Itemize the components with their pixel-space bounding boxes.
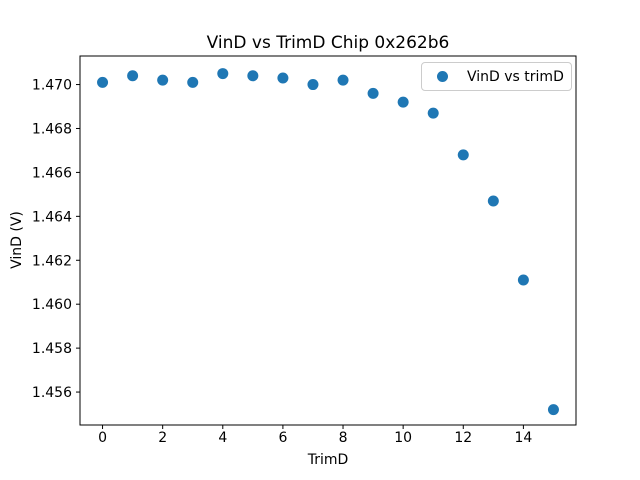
axes-frame [79, 55, 577, 426]
x-tick-label: 4 [218, 430, 227, 446]
y-tick-label: 1.470 [32, 78, 72, 94]
y-tick-label: 1.456 [32, 385, 72, 401]
data-point [337, 74, 349, 86]
data-point [367, 87, 379, 99]
x-tick-label: 10 [394, 430, 412, 446]
data-point [427, 107, 439, 119]
data-point [307, 79, 319, 91]
y-tick-label: 1.464 [32, 209, 72, 225]
x-tick-label: 14 [514, 430, 532, 446]
data-point [457, 149, 469, 161]
y-tick-label: 1.466 [32, 165, 72, 181]
legend-marker-icon [437, 71, 448, 82]
data-point [127, 70, 139, 82]
chart-title: VinD vs TrimD Chip 0x262b6 [207, 33, 450, 53]
data-point [157, 74, 169, 86]
y-axis-label: VinD (V) [9, 211, 25, 269]
y-tick-label: 1.458 [32, 341, 72, 357]
data-point [487, 195, 499, 207]
data-point [247, 70, 259, 82]
plot-render-group: 0 2 4 6 8 10 12 14 1.456 1.458 1.460 1.462 1.464 1.46… [32, 55, 577, 446]
x-tick-label: 0 [98, 430, 107, 446]
y-tick-label: 1.468 [32, 121, 72, 137]
x-tick-label: 6 [278, 430, 287, 446]
x-tick-label: 8 [339, 430, 348, 446]
data-point [187, 76, 199, 88]
data-point [397, 96, 409, 108]
data-point [547, 404, 559, 416]
x-axis-label: TrimD [307, 452, 349, 468]
legend: VinD vs trimD [421, 62, 572, 91]
y-tick-label: 1.462 [32, 253, 72, 269]
x-tick-label: 12 [454, 430, 472, 446]
data-point [277, 72, 289, 84]
data-point [97, 76, 109, 88]
data-point [217, 68, 229, 80]
legend-label: VinD vs trimD [467, 68, 564, 85]
y-tick-label: 1.460 [32, 297, 72, 313]
x-tick-label: 2 [158, 430, 167, 446]
data-point [517, 274, 529, 286]
